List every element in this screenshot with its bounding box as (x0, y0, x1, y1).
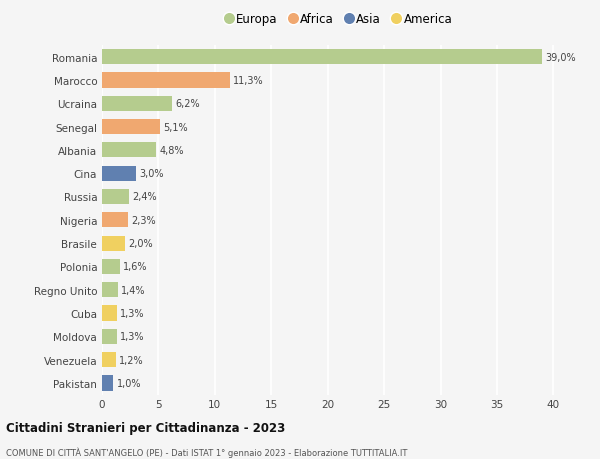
Legend: Europa, Africa, Asia, America: Europa, Africa, Asia, America (226, 13, 452, 26)
Bar (102, 236, 125, 251)
Text: 1,4%: 1,4% (121, 285, 146, 295)
Bar (102, 329, 116, 344)
Bar (102, 306, 116, 321)
Bar (102, 375, 113, 391)
Bar (102, 283, 118, 297)
Text: 4,8%: 4,8% (160, 146, 184, 156)
Text: COMUNE DI CITTÀ SANT'ANGELO (PE) - Dati ISTAT 1° gennaio 2023 - Elaborazione TUT: COMUNE DI CITTÀ SANT'ANGELO (PE) - Dati … (6, 446, 407, 457)
Bar (102, 166, 136, 181)
Bar (102, 120, 160, 135)
Bar (102, 259, 120, 274)
Text: 2,3%: 2,3% (131, 215, 156, 225)
Text: 1,3%: 1,3% (120, 308, 145, 319)
Bar (102, 143, 156, 158)
Text: 3,0%: 3,0% (139, 169, 164, 179)
Text: 39,0%: 39,0% (545, 52, 576, 62)
Bar (102, 73, 230, 88)
Text: Cittadini Stranieri per Cittadinanza - 2023: Cittadini Stranieri per Cittadinanza - 2… (6, 421, 285, 434)
Bar (102, 190, 129, 205)
Text: 2,4%: 2,4% (133, 192, 157, 202)
Text: 1,2%: 1,2% (119, 355, 143, 365)
Text: 1,3%: 1,3% (120, 331, 145, 341)
Text: 6,2%: 6,2% (175, 99, 200, 109)
Text: 1,6%: 1,6% (124, 262, 148, 272)
Bar (102, 353, 116, 367)
Text: 2,0%: 2,0% (128, 239, 152, 249)
Bar (102, 96, 172, 112)
Text: 5,1%: 5,1% (163, 122, 188, 132)
Text: 1,0%: 1,0% (116, 378, 141, 388)
Bar (102, 50, 542, 65)
Text: 11,3%: 11,3% (233, 76, 263, 86)
Bar (102, 213, 128, 228)
